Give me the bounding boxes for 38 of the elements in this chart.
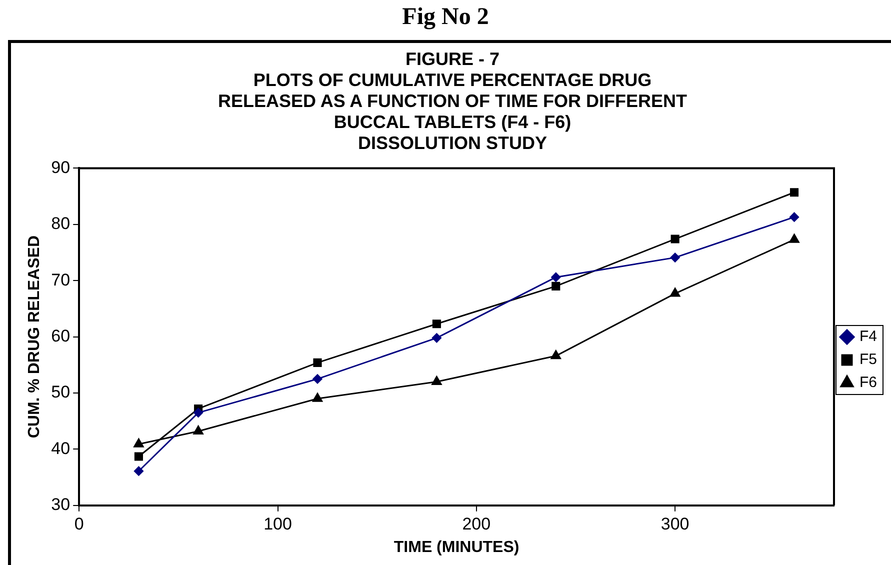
point xyxy=(134,438,144,448)
point xyxy=(432,376,442,386)
chart-title: Fig No 2 xyxy=(401,3,490,32)
y-axis-title: CUM. % DRUG RELEASED xyxy=(26,235,44,438)
y-tick-label: 90 xyxy=(51,158,70,177)
point xyxy=(313,358,322,367)
y-tick-label: 50 xyxy=(51,382,70,402)
point xyxy=(552,282,560,291)
point xyxy=(670,288,680,297)
point xyxy=(193,425,204,434)
legend-label: F6 xyxy=(859,374,878,392)
point xyxy=(312,374,322,384)
y-tick-label: 30 xyxy=(51,495,70,514)
x-tick-label: 0 xyxy=(74,514,84,534)
point xyxy=(551,272,561,282)
point xyxy=(432,320,441,328)
chart-subtitle: FIGURE - 7 PLOTS OF CUMULATIVE PERCENTAGE DRUG RELEASED AS A FUNCTION OF TIME FOR DIFFERENT BUCCAL TABLETS (F4 - F6) DISSOLUTION STUDY xyxy=(217,49,688,154)
point xyxy=(432,333,442,343)
y-tick-label: 70 xyxy=(51,270,70,290)
point xyxy=(670,252,680,262)
point xyxy=(550,350,561,360)
point xyxy=(670,234,680,244)
legend-label: F4 xyxy=(859,328,878,346)
y-tick-label: 40 xyxy=(51,438,70,458)
point xyxy=(789,234,800,243)
point xyxy=(194,408,204,418)
x-axis-title: TIME (MINUTES) xyxy=(394,538,520,556)
y-tick-label: 60 xyxy=(51,326,70,346)
point xyxy=(790,188,799,197)
point xyxy=(134,452,143,461)
x-tick-label: 300 xyxy=(660,514,690,534)
legend-label: F5 xyxy=(859,351,878,368)
y-tick-label: 80 xyxy=(51,214,70,234)
point xyxy=(134,466,144,476)
point xyxy=(312,392,323,402)
x-tick-label: 100 xyxy=(264,514,292,534)
point xyxy=(790,212,800,222)
x-tick-label: 200 xyxy=(462,514,491,534)
